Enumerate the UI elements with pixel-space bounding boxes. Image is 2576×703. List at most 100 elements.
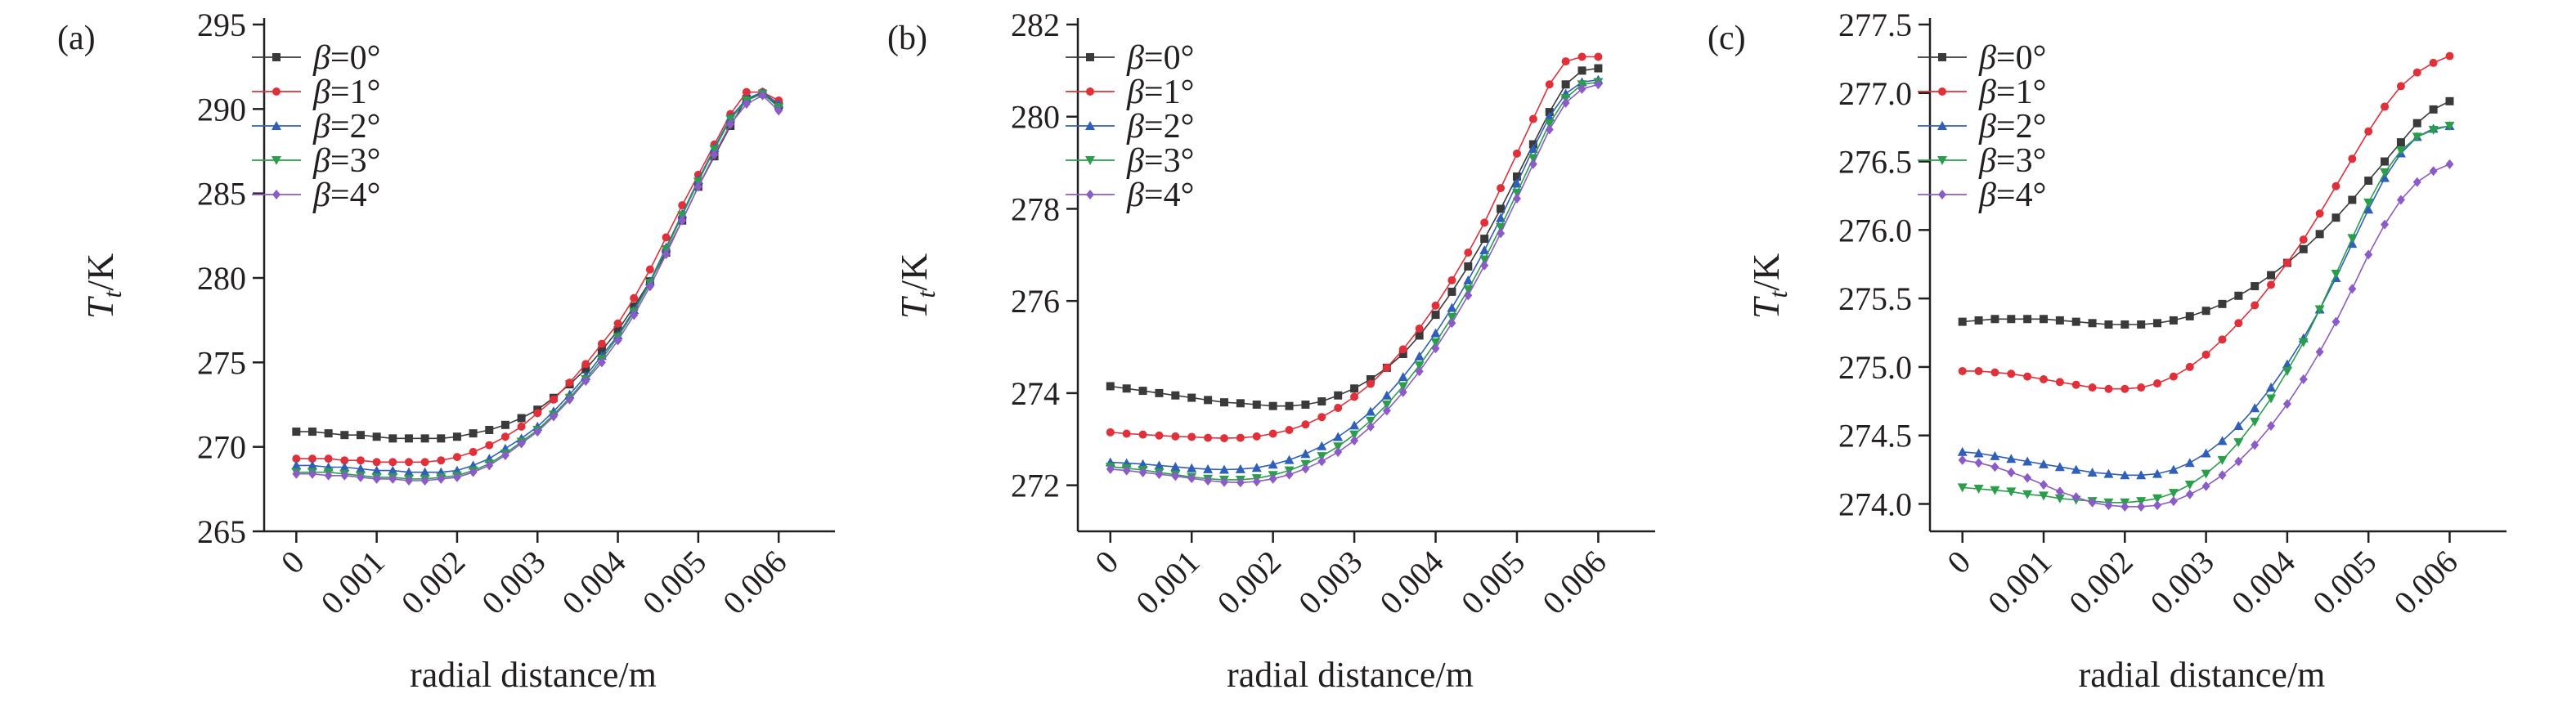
- data-point: [1268, 429, 1277, 438]
- data-point: [1285, 469, 1294, 480]
- data-point: [404, 434, 413, 443]
- data-point: [2055, 316, 2064, 325]
- data-point: [2266, 394, 2277, 404]
- data-point: [2331, 269, 2341, 279]
- data-point: [2315, 230, 2324, 239]
- data-point: [2331, 316, 2340, 327]
- data-point: [2445, 51, 2454, 60]
- data-point: [1512, 194, 1521, 204]
- legend-marker: [1938, 87, 1946, 96]
- data-point: [2071, 464, 2081, 474]
- x-tick-label: 0.001: [1981, 544, 2058, 621]
- legend-label: β=1°: [312, 74, 380, 111]
- data-point: [2023, 315, 2032, 324]
- data-point: [662, 249, 671, 260]
- data-point: [613, 335, 622, 346]
- y-tick-label: 276: [1011, 283, 1060, 320]
- data-point: [2282, 366, 2292, 376]
- data-point: [1398, 350, 1407, 358]
- data-point: [1990, 462, 1999, 472]
- data-point: [533, 427, 542, 437]
- y-tick-label: 265: [197, 513, 246, 550]
- data-point: [2168, 464, 2179, 474]
- legend-label: β=3°: [1978, 142, 2046, 180]
- data-point: [485, 426, 494, 434]
- data-point: [645, 281, 654, 292]
- data-point: [420, 434, 429, 443]
- x-axis-title: radial distance/m: [2079, 655, 2326, 695]
- data-point: [1301, 463, 1310, 474]
- data-point: [2234, 291, 2243, 300]
- data-point: [2233, 420, 2244, 430]
- data-point: [2282, 258, 2291, 267]
- data-point: [2088, 319, 2097, 328]
- y-tick-label: 290: [197, 91, 246, 128]
- data-point: [1350, 384, 1359, 393]
- data-point: [1431, 343, 1440, 354]
- data-point: [1301, 420, 1310, 429]
- data-point: [388, 458, 397, 467]
- data-point: [693, 181, 702, 192]
- data-point: [1990, 486, 2000, 495]
- data-point: [469, 429, 478, 438]
- data-point: [2120, 470, 2130, 480]
- data-point: [1957, 446, 1968, 456]
- chart-panel-a: (a) 265 270 275 280 285 290 295 0 0.001 0.002 0.003…: [57, 7, 835, 695]
- data-point: [307, 468, 316, 479]
- data-point: [1594, 79, 1603, 90]
- x-tick-label: 0.005: [1454, 544, 1532, 621]
- legend-marker: [1938, 190, 1946, 199]
- data-point: [1447, 318, 1456, 329]
- data-point: [1366, 375, 1375, 383]
- y-tick-label: 274.5: [1838, 418, 1912, 454]
- data-point: [2054, 494, 2065, 504]
- data-point: [2217, 455, 2228, 465]
- data-point: [758, 90, 767, 101]
- data-point: [597, 357, 606, 368]
- x-tick-label: 0.003: [474, 544, 552, 621]
- legend-marker: [1937, 156, 1947, 165]
- data-point: [420, 476, 429, 486]
- data-point: [565, 378, 574, 387]
- data-point: [2429, 58, 2438, 67]
- data-point: [307, 460, 317, 470]
- data-point: [2381, 102, 2390, 111]
- data-point: [1414, 361, 1425, 371]
- data-point: [1333, 442, 1344, 452]
- data-point: [2348, 154, 2357, 163]
- x-axis-title: radial distance/m: [1227, 655, 1474, 695]
- data-point: [1431, 301, 1440, 310]
- data-point: [742, 87, 751, 96]
- x-tick-label: 0.005: [2305, 544, 2383, 621]
- data-point: [469, 467, 478, 477]
- panel-label: (a): [57, 20, 96, 57]
- data-point: [1381, 390, 1392, 400]
- data-point: [2152, 494, 2163, 504]
- data-point: [372, 458, 381, 467]
- data-point: [1480, 235, 1489, 244]
- x-tick-label: 0.001: [314, 544, 392, 621]
- data-point: [1497, 184, 1506, 193]
- data-point: [2266, 383, 2277, 392]
- data-point: [1528, 144, 1538, 154]
- x-tick-label: 0.002: [394, 544, 472, 621]
- data-point: [1155, 431, 1164, 440]
- data-point: [2169, 372, 2178, 381]
- data-point: [2299, 374, 2308, 384]
- data-point: [1219, 398, 1228, 407]
- data-point: [324, 470, 333, 481]
- data-point: [2022, 456, 2033, 466]
- data-point: [1974, 316, 1983, 325]
- data-point: [1447, 302, 1457, 312]
- data-point: [1497, 228, 1506, 239]
- data-point: [2251, 440, 2260, 450]
- legend-marker: [1085, 121, 1095, 130]
- chart-panel-c: (c) 274.0 274.5 275.0 275.5 276.0 276.5 277.0 27…: [1708, 7, 2506, 695]
- data-point: [1480, 260, 1489, 271]
- data-point: [1974, 458, 1983, 468]
- data-point: [2364, 249, 2373, 260]
- data-point: [1382, 363, 1391, 372]
- legend-marker: [1086, 190, 1094, 199]
